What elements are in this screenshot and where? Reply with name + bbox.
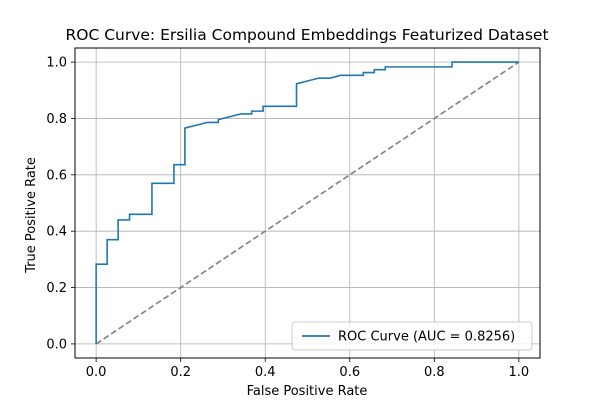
chart-title: ROC Curve: Ersilia Compound Embeddings F… bbox=[65, 26, 548, 44]
legend-label: ROC Curve (AUC = 0.8256) bbox=[338, 330, 515, 345]
x-tick-label: 1.0 bbox=[509, 365, 530, 380]
y-tick-label: 0.6 bbox=[46, 168, 67, 183]
y-tick-label: 0.4 bbox=[46, 225, 67, 240]
x-tick-label: 0.8 bbox=[424, 365, 445, 380]
y-axis-label: True Positive Rate bbox=[24, 157, 39, 274]
y-tick-label: 0.0 bbox=[46, 337, 67, 352]
y-tick-label: 0.2 bbox=[46, 281, 67, 296]
y-tick-label: 0.8 bbox=[46, 112, 67, 127]
x-tick-label: 0.6 bbox=[339, 365, 360, 380]
y-tick-label: 1.0 bbox=[46, 56, 67, 71]
x-tick-label: 0.2 bbox=[170, 365, 191, 380]
random-baseline-line bbox=[95, 61, 520, 345]
roc-curve-line bbox=[95, 61, 519, 344]
x-tick-label: 0.0 bbox=[86, 365, 107, 380]
plot-lines bbox=[95, 61, 520, 345]
plot-frame bbox=[74, 47, 541, 359]
legend-box bbox=[291, 321, 533, 351]
legend: ROC Curve (AUC = 0.8256) bbox=[291, 321, 533, 351]
x-tick-label: 0.4 bbox=[255, 365, 276, 380]
grid bbox=[75, 48, 540, 358]
x-axis-label: False Positive Rate bbox=[247, 384, 368, 399]
axis-ticks: 0.0 0.2 0.4 0.6 0.8 1.0 0.0 0.2 0.4 0.6 0.8 1.0 bbox=[46, 56, 529, 380]
